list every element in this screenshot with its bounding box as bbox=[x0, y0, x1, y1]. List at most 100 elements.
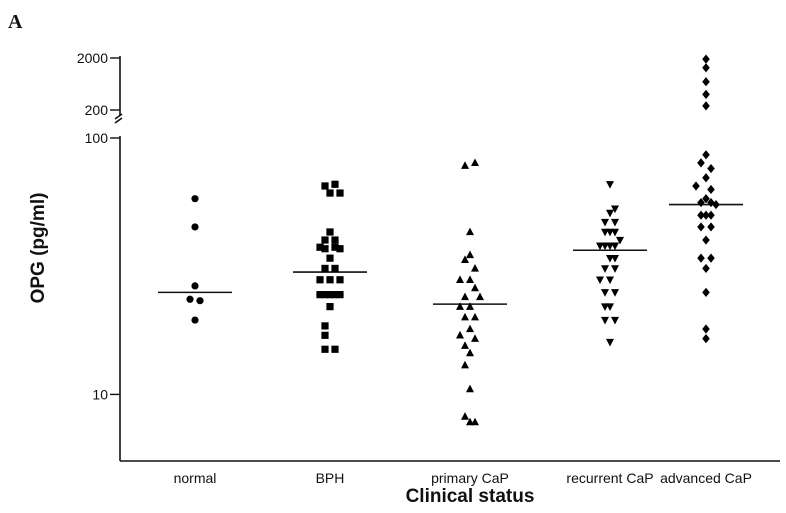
data-point bbox=[461, 412, 469, 420]
data-point bbox=[196, 297, 204, 305]
x-category-labels: normal BPH primary CaP recurrent CaP advance… bbox=[174, 470, 752, 486]
data-point bbox=[466, 227, 474, 236]
data-point bbox=[461, 312, 469, 321]
y-axis-title: OPG (pg/ml) bbox=[28, 193, 49, 304]
data-point bbox=[702, 101, 710, 111]
data-point bbox=[611, 254, 619, 263]
data-point bbox=[326, 291, 334, 299]
data-point bbox=[606, 276, 614, 285]
data-point bbox=[611, 242, 619, 251]
data-point bbox=[611, 316, 619, 325]
data-point bbox=[702, 89, 710, 99]
data-point bbox=[316, 291, 324, 299]
data-point bbox=[601, 228, 609, 237]
data-point bbox=[461, 341, 469, 349]
data-point bbox=[702, 63, 710, 73]
data-point bbox=[456, 302, 464, 310]
data-point bbox=[702, 54, 710, 64]
data-point bbox=[697, 253, 705, 263]
data-point bbox=[466, 250, 474, 259]
data-point bbox=[326, 228, 334, 236]
data-point bbox=[321, 322, 329, 330]
data-point bbox=[697, 197, 705, 208]
data-point bbox=[456, 275, 464, 283]
data-point bbox=[326, 303, 334, 311]
data-point bbox=[316, 276, 324, 284]
data-point bbox=[611, 289, 619, 297]
data-point bbox=[596, 276, 604, 285]
data-point bbox=[601, 218, 609, 227]
data-point bbox=[606, 181, 614, 189]
data-point bbox=[471, 334, 479, 342]
data-point bbox=[316, 243, 324, 251]
data-point bbox=[471, 158, 479, 167]
data-point bbox=[702, 77, 710, 87]
x-category-label: advanced CaP bbox=[660, 470, 752, 486]
panel-label: A bbox=[8, 11, 23, 33]
x-category-label: recurrent CaP bbox=[566, 470, 653, 486]
data-point bbox=[331, 291, 339, 299]
data-point bbox=[466, 324, 474, 333]
data-point bbox=[611, 218, 619, 227]
data-point bbox=[601, 303, 609, 312]
data-point bbox=[461, 292, 469, 301]
data-point bbox=[611, 205, 619, 214]
y-ticks: 10 100 200 2000 bbox=[77, 50, 120, 402]
data-point bbox=[331, 264, 339, 273]
data-point bbox=[707, 253, 715, 263]
data-point bbox=[697, 210, 705, 220]
data-point bbox=[336, 291, 344, 299]
data-point bbox=[471, 264, 479, 272]
data-point bbox=[321, 345, 329, 353]
data-points bbox=[186, 54, 720, 426]
x-axis-title: Clinical status bbox=[406, 486, 535, 507]
data-point bbox=[461, 255, 469, 263]
data-point bbox=[331, 180, 339, 188]
data-point bbox=[336, 276, 344, 284]
data-point bbox=[697, 158, 705, 168]
data-point bbox=[191, 282, 199, 290]
data-point bbox=[326, 276, 334, 284]
data-point bbox=[702, 210, 710, 220]
data-point bbox=[702, 194, 710, 204]
data-point bbox=[606, 338, 614, 347]
data-point bbox=[707, 163, 715, 174]
data-point bbox=[321, 291, 329, 299]
data-point bbox=[461, 360, 469, 369]
y-tick-label: 100 bbox=[85, 130, 109, 146]
data-point bbox=[611, 265, 619, 273]
data-point bbox=[702, 334, 710, 344]
data-point bbox=[606, 254, 614, 263]
data-point bbox=[707, 197, 715, 208]
data-point bbox=[466, 348, 474, 357]
data-point bbox=[697, 222, 705, 232]
data-point bbox=[326, 254, 334, 262]
data-point bbox=[707, 184, 715, 195]
data-point bbox=[702, 263, 710, 274]
y-tick-label: 200 bbox=[85, 102, 109, 118]
x-category-label: normal bbox=[174, 470, 217, 486]
data-point bbox=[331, 243, 339, 251]
data-point bbox=[601, 265, 609, 273]
data-point bbox=[471, 312, 479, 321]
data-point bbox=[331, 345, 339, 353]
data-point bbox=[191, 223, 199, 231]
axes bbox=[114, 56, 780, 462]
data-point bbox=[702, 150, 710, 160]
x-category-label: BPH bbox=[316, 470, 345, 486]
data-point bbox=[466, 302, 474, 310]
data-point bbox=[712, 199, 720, 210]
data-point bbox=[321, 264, 329, 273]
x-category-label: primary CaP bbox=[431, 470, 509, 486]
data-point bbox=[611, 228, 619, 237]
y-axis-break-mark bbox=[114, 117, 123, 124]
data-point bbox=[466, 275, 474, 283]
data-point bbox=[606, 209, 614, 218]
data-point bbox=[336, 245, 344, 253]
data-point bbox=[191, 195, 199, 203]
data-point bbox=[606, 228, 614, 237]
data-point bbox=[702, 173, 710, 183]
data-point bbox=[707, 210, 715, 220]
data-point bbox=[321, 182, 329, 190]
